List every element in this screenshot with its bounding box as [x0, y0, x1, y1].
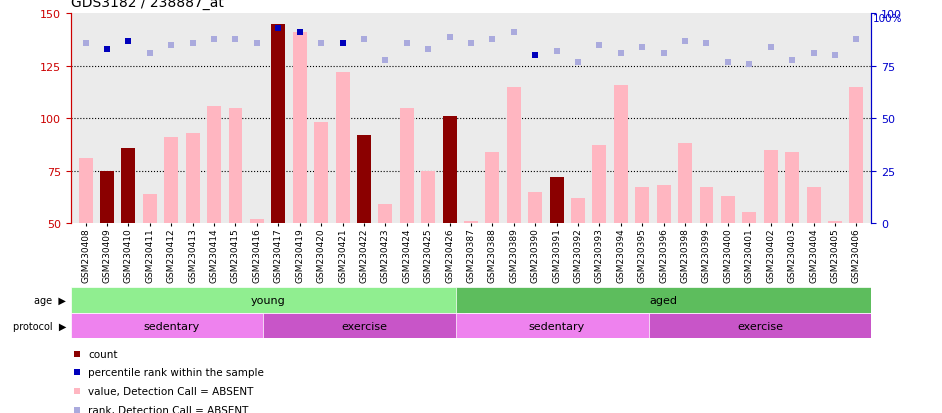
- Bar: [143, 194, 156, 223]
- Bar: [229, 109, 242, 223]
- Text: 100%: 100%: [873, 14, 902, 24]
- Text: age  ▶: age ▶: [34, 295, 66, 305]
- Bar: [335, 73, 349, 223]
- Bar: [100, 171, 114, 223]
- Bar: [678, 144, 692, 223]
- Bar: [250, 219, 264, 223]
- Bar: [357, 135, 371, 223]
- Bar: [71, 313, 272, 339]
- Bar: [421, 171, 435, 223]
- Bar: [635, 188, 649, 223]
- Text: sedentary: sedentary: [528, 321, 585, 331]
- Bar: [485, 152, 499, 223]
- Bar: [79, 159, 92, 223]
- Bar: [550, 178, 563, 223]
- Bar: [315, 123, 328, 223]
- Bar: [379, 204, 392, 223]
- Bar: [786, 152, 799, 223]
- Text: rank, Detection Call = ABSENT: rank, Detection Call = ABSENT: [89, 405, 249, 413]
- Text: sedentary: sedentary: [143, 321, 200, 331]
- Bar: [464, 221, 478, 223]
- Bar: [614, 85, 627, 223]
- Bar: [850, 88, 863, 223]
- Bar: [657, 186, 671, 223]
- Bar: [700, 188, 713, 223]
- Text: aged: aged: [650, 295, 677, 305]
- Bar: [721, 196, 735, 223]
- Text: exercise: exercise: [341, 321, 387, 331]
- Bar: [764, 150, 778, 223]
- Text: protocol  ▶: protocol ▶: [12, 321, 66, 331]
- Text: GDS3182 / 238887_at: GDS3182 / 238887_at: [71, 0, 223, 10]
- Bar: [571, 198, 585, 223]
- Bar: [271, 25, 285, 223]
- Bar: [828, 221, 842, 223]
- Bar: [71, 287, 464, 313]
- Bar: [186, 133, 200, 223]
- Bar: [164, 138, 178, 223]
- Bar: [399, 109, 414, 223]
- Text: exercise: exercise: [737, 321, 783, 331]
- Bar: [207, 107, 221, 223]
- Bar: [507, 88, 521, 223]
- Bar: [649, 313, 871, 339]
- Bar: [742, 213, 756, 223]
- Bar: [443, 117, 457, 223]
- Text: young: young: [251, 295, 285, 305]
- Bar: [528, 192, 543, 223]
- Bar: [456, 287, 871, 313]
- Bar: [264, 313, 464, 339]
- Bar: [593, 146, 607, 223]
- Bar: [293, 33, 307, 223]
- Text: percentile rank within the sample: percentile rank within the sample: [89, 368, 264, 377]
- Bar: [806, 188, 820, 223]
- Bar: [122, 148, 136, 223]
- Bar: [456, 313, 658, 339]
- Text: count: count: [89, 349, 118, 359]
- Text: value, Detection Call = ABSENT: value, Detection Call = ABSENT: [89, 386, 253, 396]
